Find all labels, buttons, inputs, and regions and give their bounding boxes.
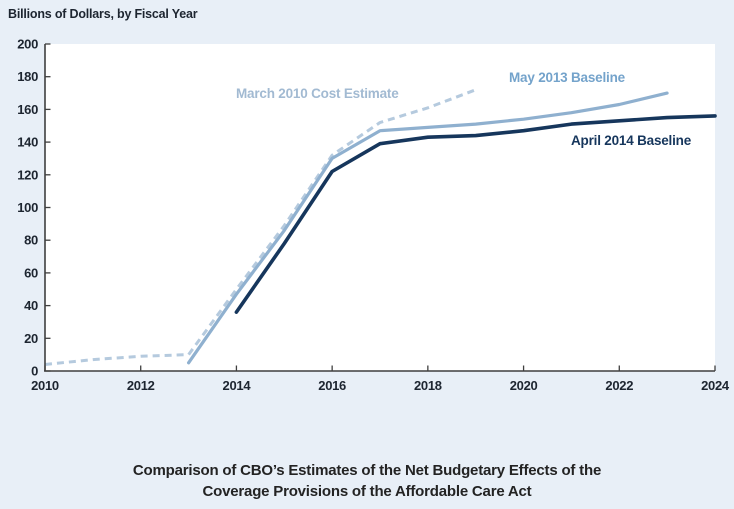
series-label-may-2013-baseline: May 2013 Baseline bbox=[509, 70, 625, 85]
y-tick-label: 20 bbox=[24, 331, 38, 346]
y-tick-label: 120 bbox=[17, 167, 38, 182]
y-tick-label: 40 bbox=[24, 298, 38, 313]
line-may-2013-baseline bbox=[187, 91, 669, 365]
axes bbox=[44, 44, 715, 372]
chart-title-line2: Coverage Provisions of the Affordable Ca… bbox=[202, 483, 532, 500]
x-tick-label: 2022 bbox=[605, 378, 633, 393]
y-tick-label: 0 bbox=[31, 364, 38, 379]
line-april-2014-baseline bbox=[234, 114, 717, 314]
x-tick-label: 2024 bbox=[701, 378, 730, 393]
chart-title-line1: Comparison of CBO’s Estimates of the Net… bbox=[132, 462, 602, 479]
chart-title: Comparison of CBO’s Estimates of the Net… bbox=[0, 460, 734, 502]
line-march-2010-cost-estimate bbox=[44, 88, 477, 366]
y-tick-label: 100 bbox=[17, 200, 38, 215]
y-tick-label: 200 bbox=[17, 37, 38, 52]
y-tick-label: 140 bbox=[17, 135, 38, 150]
axis-tick-labels: 2010 2012 2014 2016 2018 2020 2022 2024 0 20 40 60 8… bbox=[17, 37, 730, 394]
x-tick-label: 2020 bbox=[510, 378, 538, 393]
y-tick-label: 160 bbox=[17, 102, 38, 117]
y-tick-label: 80 bbox=[24, 233, 38, 248]
chart-lines bbox=[44, 88, 717, 366]
chart-canvas: 2010 2012 2014 2016 2018 2020 2022 2024 0 20 40 60 8… bbox=[17, 37, 730, 394]
axis-units-label: Billions of Dollars, by Fiscal Year bbox=[8, 7, 198, 21]
x-tick-label: 2010 bbox=[31, 378, 59, 393]
x-tick-label: 2012 bbox=[127, 378, 155, 393]
plot-area bbox=[45, 44, 715, 371]
x-tick-label: 2014 bbox=[223, 378, 252, 393]
x-tick-label: 2016 bbox=[318, 378, 346, 393]
x-tick-label: 2018 bbox=[414, 378, 442, 393]
series-label-april-2014-baseline: April 2014 Baseline bbox=[571, 133, 692, 148]
y-tick-label: 180 bbox=[17, 69, 38, 84]
series-label-march-2010-cost-estimate: March 2010 Cost Estimate bbox=[236, 86, 399, 101]
y-tick-label: 60 bbox=[24, 265, 38, 280]
